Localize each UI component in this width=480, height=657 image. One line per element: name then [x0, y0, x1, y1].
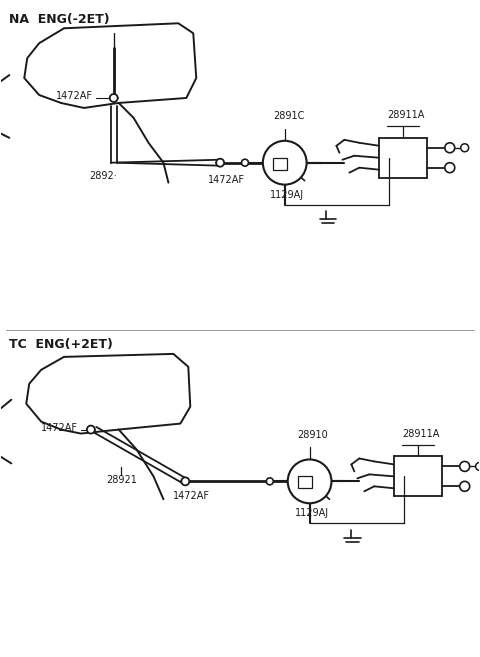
Circle shape: [460, 461, 469, 471]
Text: 2891C: 2891C: [273, 111, 304, 121]
Text: 1472AF: 1472AF: [173, 491, 210, 501]
Text: 1129AJ: 1129AJ: [270, 190, 304, 200]
Circle shape: [445, 143, 455, 152]
Text: 2892·: 2892·: [89, 171, 117, 181]
Circle shape: [288, 459, 332, 503]
Text: 28910: 28910: [298, 430, 328, 440]
Circle shape: [266, 478, 273, 485]
Circle shape: [263, 141, 307, 185]
Circle shape: [216, 159, 224, 167]
Text: NA  ENG(-2ET): NA ENG(-2ET): [9, 13, 110, 26]
Bar: [273, 158, 287, 170]
Circle shape: [241, 159, 249, 166]
Bar: [298, 476, 312, 488]
Circle shape: [460, 482, 469, 491]
Circle shape: [181, 478, 189, 486]
Circle shape: [445, 163, 455, 173]
Circle shape: [110, 94, 118, 102]
Text: 28911A: 28911A: [387, 110, 424, 120]
Text: 28921: 28921: [106, 476, 137, 486]
Text: TC  ENG(+2ET): TC ENG(+2ET): [9, 338, 113, 351]
Text: 1129AJ: 1129AJ: [295, 509, 329, 518]
Text: 28911A: 28911A: [402, 428, 439, 438]
Circle shape: [476, 463, 480, 470]
Circle shape: [461, 144, 468, 152]
Text: 1472AF: 1472AF: [208, 175, 245, 185]
Text: 1472AF: 1472AF: [41, 422, 78, 432]
Circle shape: [87, 426, 95, 434]
Text: 1472AF: 1472AF: [56, 91, 93, 101]
